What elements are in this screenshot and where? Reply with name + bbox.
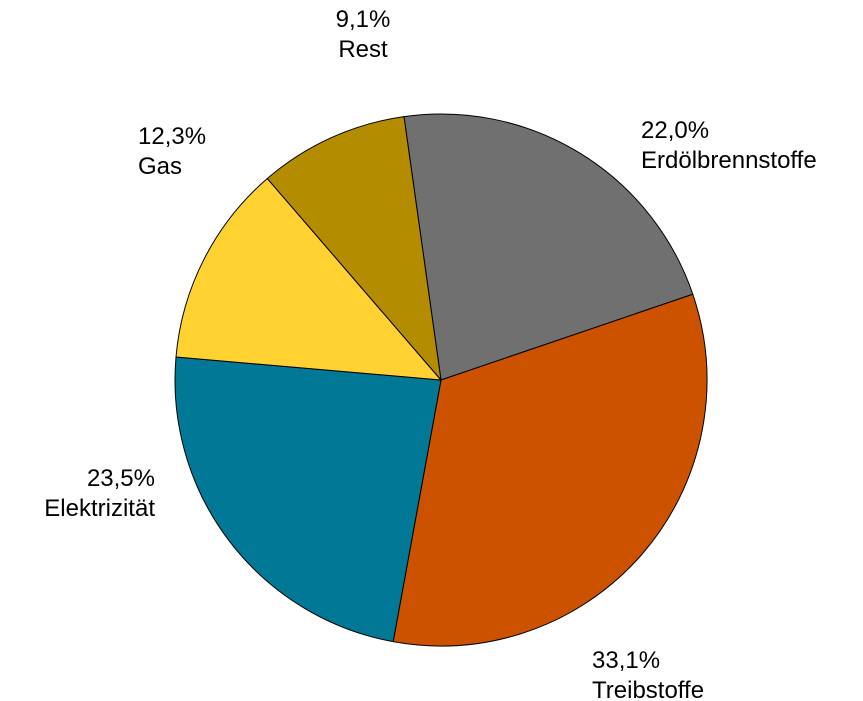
- slice-label-erdoelbrennstoffe: Erdölbrennstoffe: [641, 147, 817, 174]
- slice-gas: [175, 178, 442, 381]
- slice-percent-erdoelbrennstoffe: 22,0%: [641, 117, 709, 144]
- slice-treibstoffe: [392, 293, 708, 647]
- slice-percent-treibstoffe: 33,1%: [592, 647, 660, 674]
- slice-label-gas: Gas: [138, 153, 182, 180]
- slice-elektrizitaet: [174, 356, 442, 643]
- slice-label-rest: Rest: [338, 36, 388, 63]
- slice-label-treibstoffe: Treibstoffe: [592, 677, 704, 701]
- slice-label-elektrizitaet: Elektrizität: [44, 495, 155, 522]
- slice-percent-gas: 12,3%: [138, 123, 206, 150]
- slice-rest: [266, 116, 442, 381]
- pie-labels: 22,0% Erdölbrennstoffe 33,1% Treibstoffe 23,…: [44, 6, 816, 701]
- slice-erdoelbrennstoffe: [403, 113, 694, 381]
- slice-percent-elektrizitaet: 23,5%: [87, 465, 155, 492]
- pie-slices: [174, 113, 708, 647]
- slice-percent-rest: 9,1%: [336, 6, 391, 33]
